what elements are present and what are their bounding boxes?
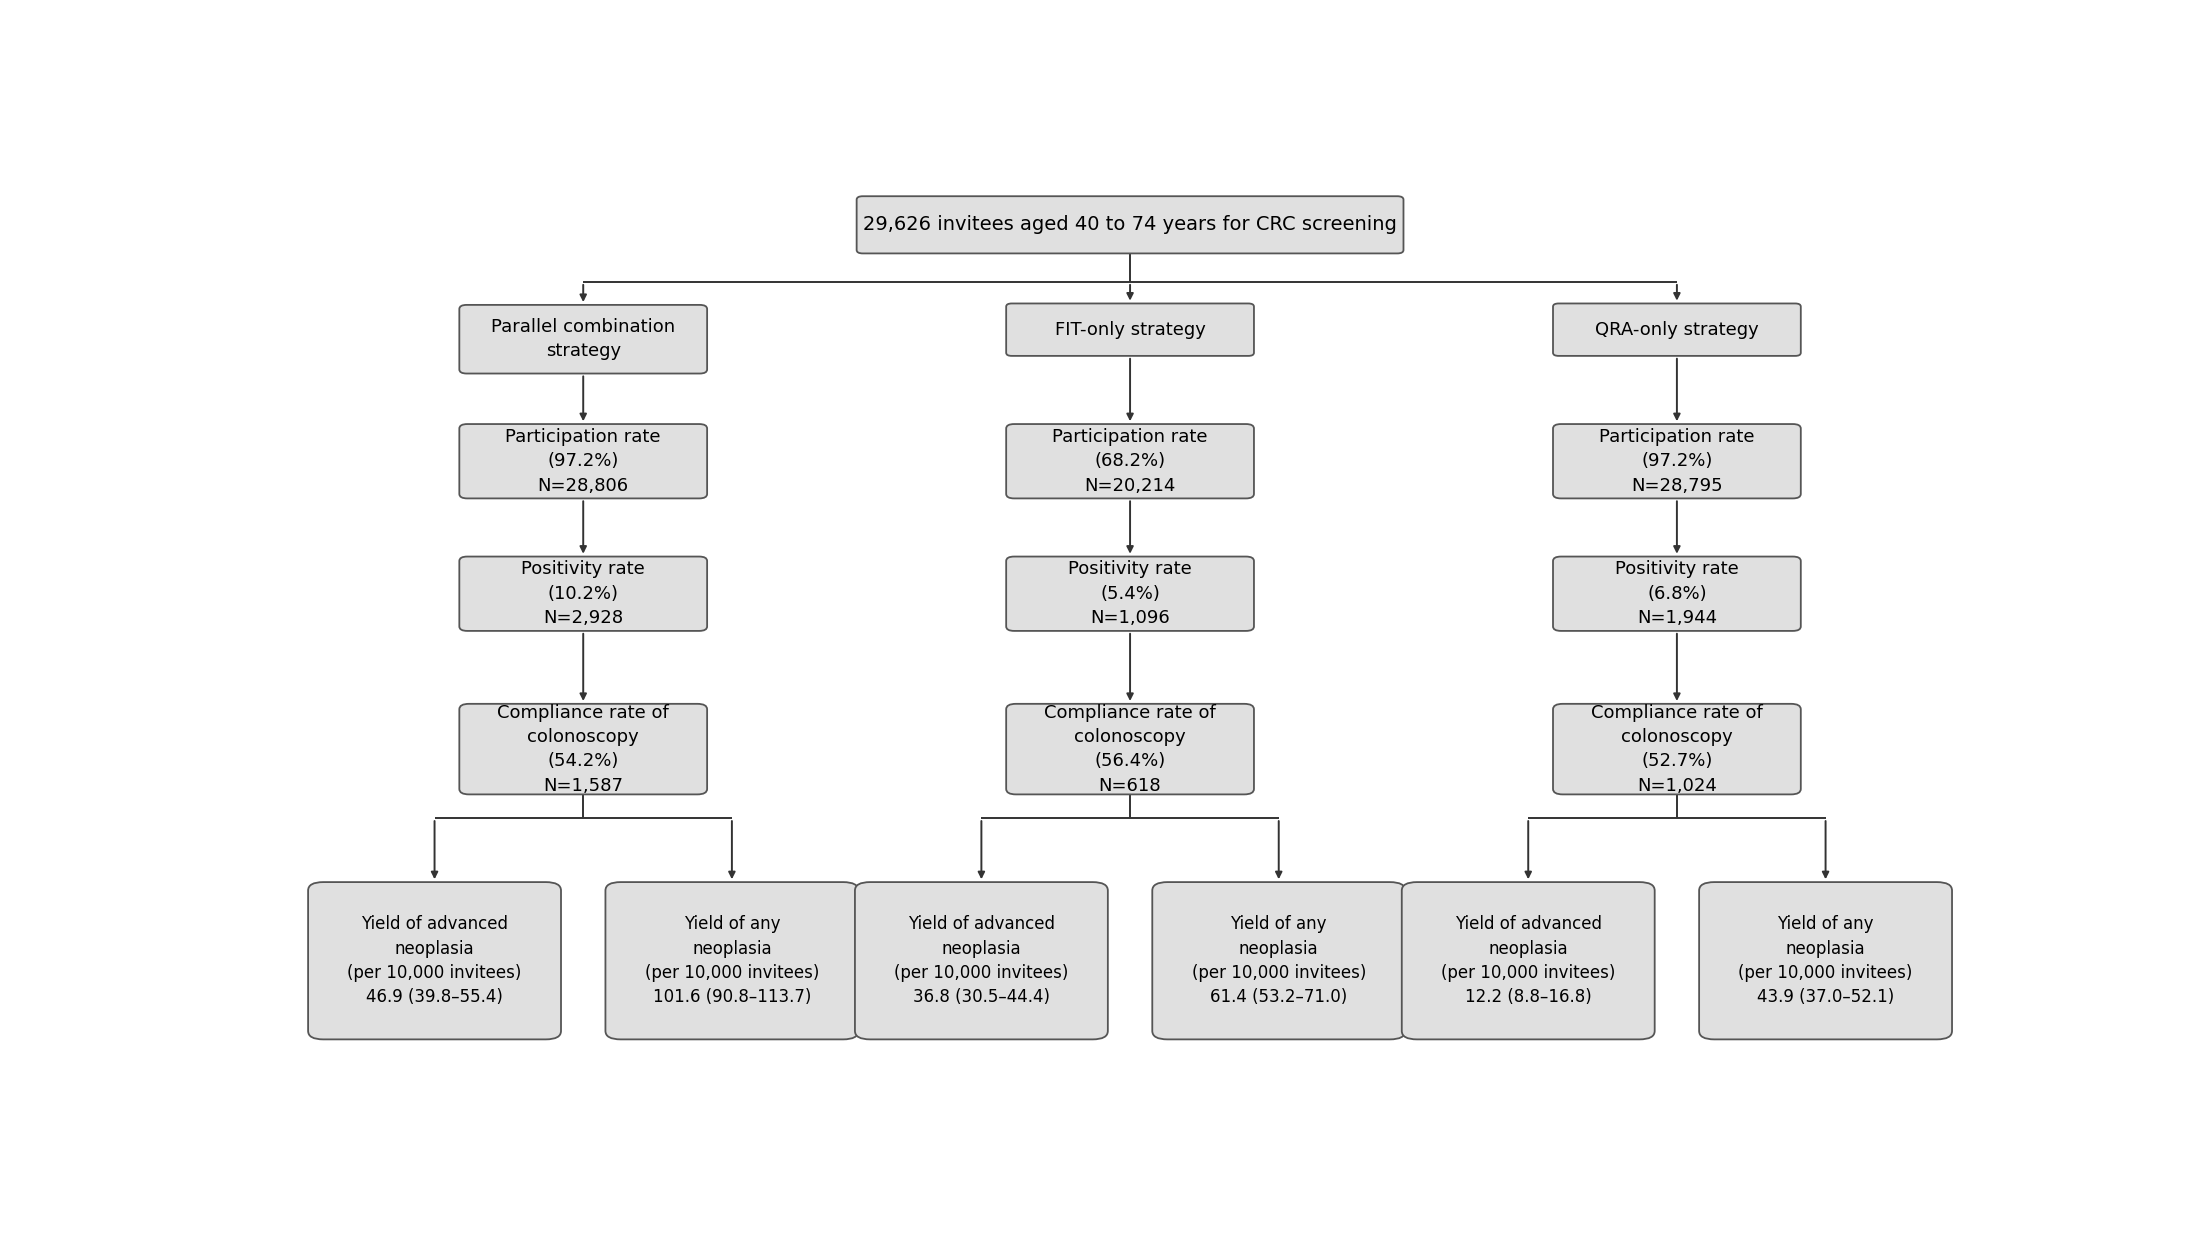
Text: Positivity rate
(5.4%)
N=1,096: Positivity rate (5.4%) N=1,096 <box>1067 561 1193 626</box>
Text: Yield of advanced
neoplasia
(per 10,000 invitees)
12.2 (8.8–16.8): Yield of advanced neoplasia (per 10,000 … <box>1442 915 1616 1006</box>
FancyBboxPatch shape <box>459 425 708 499</box>
Text: Compliance rate of
colonoscopy
(52.7%)
N=1,024: Compliance rate of colonoscopy (52.7%) N… <box>1592 703 1762 795</box>
FancyBboxPatch shape <box>1005 704 1255 795</box>
FancyBboxPatch shape <box>1700 883 1951 1040</box>
FancyBboxPatch shape <box>1005 303 1255 355</box>
Text: Participation rate
(97.2%)
N=28,806: Participation rate (97.2%) N=28,806 <box>505 428 662 494</box>
Text: Compliance rate of
colonoscopy
(56.4%)
N=618: Compliance rate of colonoscopy (56.4%) N… <box>1045 703 1215 795</box>
Text: Participation rate
(97.2%)
N=28,795: Participation rate (97.2%) N=28,795 <box>1599 428 1755 494</box>
Text: Participation rate
(68.2%)
N=20,214: Participation rate (68.2%) N=20,214 <box>1052 428 1208 494</box>
FancyBboxPatch shape <box>606 883 858 1040</box>
FancyBboxPatch shape <box>1552 557 1801 631</box>
FancyBboxPatch shape <box>1552 425 1801 499</box>
Text: Positivity rate
(6.8%)
N=1,944: Positivity rate (6.8%) N=1,944 <box>1614 561 1740 626</box>
Text: Yield of any
neoplasia
(per 10,000 invitees)
61.4 (53.2–71.0): Yield of any neoplasia (per 10,000 invit… <box>1191 915 1365 1006</box>
FancyBboxPatch shape <box>459 557 708 631</box>
Text: Yield of any
neoplasia
(per 10,000 invitees)
101.6 (90.8–113.7): Yield of any neoplasia (per 10,000 invit… <box>644 915 818 1006</box>
Text: Yield of any
neoplasia
(per 10,000 invitees)
43.9 (37.0–52.1): Yield of any neoplasia (per 10,000 invit… <box>1738 915 1912 1006</box>
FancyBboxPatch shape <box>459 305 708 374</box>
FancyBboxPatch shape <box>856 196 1402 254</box>
FancyBboxPatch shape <box>1402 883 1654 1040</box>
FancyBboxPatch shape <box>459 704 708 795</box>
Text: Positivity rate
(10.2%)
N=2,928: Positivity rate (10.2%) N=2,928 <box>520 561 646 626</box>
Text: FIT-only strategy: FIT-only strategy <box>1054 321 1206 339</box>
Text: Compliance rate of
colonoscopy
(54.2%)
N=1,587: Compliance rate of colonoscopy (54.2%) N… <box>498 703 668 795</box>
Text: Parallel combination
strategy: Parallel combination strategy <box>492 318 675 360</box>
Text: QRA-only strategy: QRA-only strategy <box>1594 321 1760 339</box>
Text: Yield of advanced
neoplasia
(per 10,000 invitees)
46.9 (39.8–55.4): Yield of advanced neoplasia (per 10,000 … <box>348 915 523 1006</box>
FancyBboxPatch shape <box>1552 303 1801 355</box>
Text: Yield of advanced
neoplasia
(per 10,000 invitees)
36.8 (30.5–44.4): Yield of advanced neoplasia (per 10,000 … <box>895 915 1069 1006</box>
FancyBboxPatch shape <box>1552 704 1801 795</box>
FancyBboxPatch shape <box>309 883 560 1040</box>
FancyBboxPatch shape <box>1005 557 1255 631</box>
FancyBboxPatch shape <box>856 883 1107 1040</box>
FancyBboxPatch shape <box>1153 883 1405 1040</box>
FancyBboxPatch shape <box>1005 425 1255 499</box>
Text: 29,626 invitees aged 40 to 74 years for CRC screening: 29,626 invitees aged 40 to 74 years for … <box>862 215 1398 234</box>
